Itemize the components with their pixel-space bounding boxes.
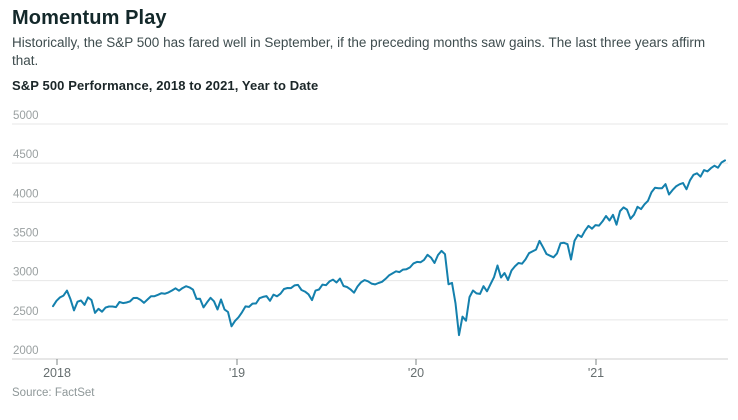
y-axis-label: 2500 xyxy=(13,306,39,318)
sp500-line-chart: 2000 2500 3000 3500 4000 4500 5000 2018 '19 '20 '2… xyxy=(12,110,728,380)
y-axis-label: 3500 xyxy=(13,228,39,240)
y-axis-label: 2000 xyxy=(13,345,39,357)
chart-title: S&P 500 Performance, 2018 to 2021, Year … xyxy=(12,78,319,93)
y-axis-label: 3000 xyxy=(13,267,39,279)
sp500-line xyxy=(52,159,726,337)
y-axis-label: 5000 xyxy=(13,110,39,122)
x-axis-label: '20 xyxy=(408,366,424,380)
x-axis-label: '21 xyxy=(588,366,604,380)
x-axis-label: '19 xyxy=(229,366,245,380)
page-title: Momentum Play xyxy=(12,7,167,29)
source-note: Source: FactSet xyxy=(12,387,95,399)
x-axis-label: 2018 xyxy=(43,366,71,380)
y-axis-label: 4500 xyxy=(13,149,39,161)
y-axis-label: 4000 xyxy=(13,188,39,200)
article-subtitle: Historically, the S&P 500 has fared well… xyxy=(12,35,706,68)
